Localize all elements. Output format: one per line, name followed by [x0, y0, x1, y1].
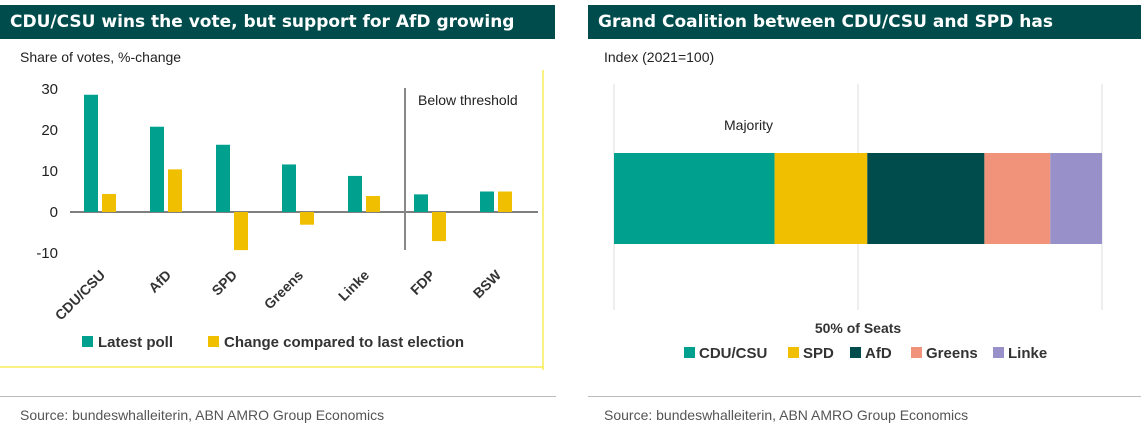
y-tick-label: 0 [50, 204, 58, 221]
bar-cducsu-poll [84, 94, 98, 212]
x-tick-label: Linke [335, 267, 372, 304]
bar-afd-change [168, 169, 182, 212]
left-chart-title: CDU/CSU wins the vote, but support for A… [0, 5, 555, 39]
bar-fdp-poll [414, 194, 428, 212]
legend-swatch [911, 347, 922, 358]
legend-label: AfD [865, 345, 892, 362]
y-tick-label: 10 [41, 163, 58, 180]
x-tick-label: AfD [145, 267, 174, 296]
x-tick-label: Greens [261, 267, 307, 313]
seat-segment-linke [1050, 153, 1102, 244]
left-chart-subtitle: Share of votes, %-change [20, 49, 182, 65]
bar-bsw-poll [480, 191, 494, 212]
legend-swatch [993, 347, 1004, 358]
legend-label: Linke [1008, 345, 1047, 362]
bar-linke-poll [348, 175, 362, 212]
bar-bsw-change [498, 191, 512, 212]
x-tick-label: FDP [407, 267, 438, 298]
right-chart-subtitle: Index (2021=100) [604, 49, 715, 65]
y-tick-label: 30 [41, 81, 58, 98]
right-source-text: Source: bundeswhalleiterin, ABN AMRO Gro… [604, 407, 969, 423]
left-source-rule [0, 396, 556, 397]
bar-afd-poll [150, 126, 164, 212]
bar-spd-poll [216, 144, 230, 212]
right-chart-panel: Grand Coalition between CDU/CSU and SPD … [588, 0, 1146, 428]
legend-label: Change compared to last election [224, 334, 464, 351]
bar-fdp-change [432, 212, 446, 242]
y-tick-label: -10 [36, 245, 58, 262]
left-source-text: Source: bundeswhalleiterin, ABN AMRO Gro… [20, 407, 385, 423]
legend-label: Greens [926, 345, 978, 362]
bar-chart: -10 0 10 20 30 CDU/CSU AfD SPD Greens Linke FDP BS… [0, 70, 544, 370]
threshold-label: Below threshold [418, 92, 518, 108]
seat-segment-greens [984, 153, 1051, 244]
legend-swatch [850, 347, 861, 358]
x-tick-label: SPD [208, 267, 240, 299]
bar-spd-change [234, 212, 248, 251]
right-chart-title: Grand Coalition between CDU/CSU and SPD … [588, 5, 1141, 39]
legend-label: Latest poll [98, 334, 173, 351]
y-tick-label: 20 [41, 122, 58, 139]
x-tick-label: CDU/CSU [52, 267, 108, 323]
seat-segment-afd [867, 153, 985, 244]
seat-segment-spd [774, 153, 868, 244]
legend-label: CDU/CSU [699, 345, 767, 362]
legend-swatch [684, 347, 695, 358]
left-chart-panel: CDU/CSU wins the vote, but support for A… [0, 0, 556, 428]
bar-cducsu-change [102, 193, 116, 212]
x-tick-label: BSW [470, 266, 505, 301]
right-source-rule [588, 396, 1141, 397]
stacked-bar-chart: Majority 50% of Seats CDU/CSU SPD AfD Green… [613, 84, 1103, 362]
majority-label: Majority [724, 117, 773, 133]
bar-greens-change [300, 212, 314, 225]
legend-label: SPD [803, 345, 834, 362]
legend-swatch [82, 336, 93, 347]
legend-swatch [208, 336, 219, 347]
bar-linke-change [366, 196, 380, 212]
seat-segment-cducsu [614, 153, 775, 244]
seats-label: 50% of Seats [815, 320, 902, 336]
bar-greens-poll [282, 164, 296, 212]
legend-swatch [788, 347, 799, 358]
